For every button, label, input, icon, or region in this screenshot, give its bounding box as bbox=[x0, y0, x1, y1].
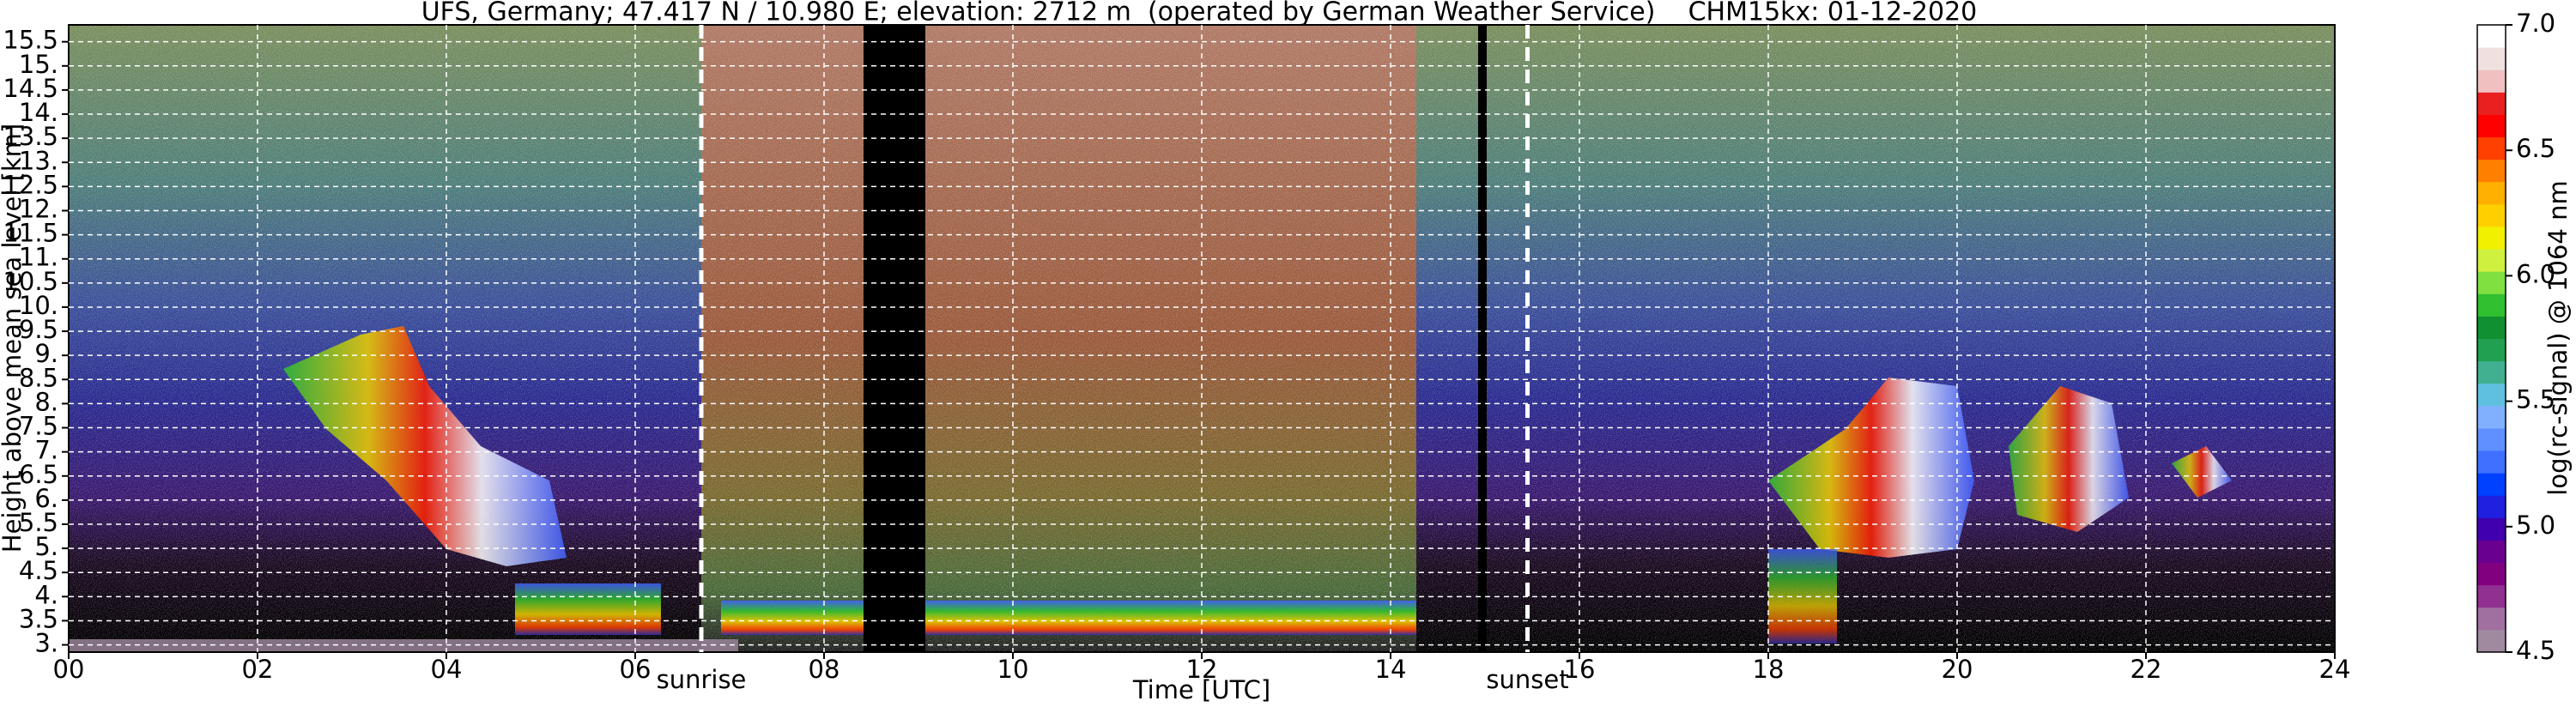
colorbar-segment bbox=[2477, 607, 2506, 631]
y-tick-label: 7. bbox=[34, 436, 58, 465]
colorbar-segment bbox=[2477, 293, 2506, 317]
colorbar-tick-label: 5.0 bbox=[2516, 511, 2555, 540]
x-tick-label: 04 bbox=[431, 655, 463, 684]
y-tick-label: 8.5 bbox=[19, 363, 58, 392]
colorbar-segment bbox=[2477, 450, 2506, 474]
colorbar-segment bbox=[2477, 92, 2506, 115]
y-tick-label: 15.5 bbox=[3, 26, 58, 55]
colorbar-segment bbox=[2477, 584, 2506, 608]
y-tick-label: 7.5 bbox=[19, 412, 58, 441]
colorbar-segment bbox=[2477, 25, 2506, 48]
x-axis-label: Time [UTC] bbox=[1132, 675, 1270, 704]
colorbar-segment bbox=[2477, 427, 2506, 451]
y-tick-label: 10.5 bbox=[3, 267, 58, 296]
y-tick-label: 12. bbox=[19, 194, 58, 223]
y-tick-label: 5. bbox=[34, 532, 58, 561]
y-tick-label: 3. bbox=[34, 629, 58, 658]
x-tick-label: 08 bbox=[809, 655, 840, 684]
y-tick-label: 15. bbox=[19, 50, 58, 79]
colorbar-segment bbox=[2477, 405, 2506, 429]
colorbar-segment bbox=[2477, 249, 2506, 272]
colorbar-segment bbox=[2477, 495, 2506, 518]
chart-title: UFS, Germany; 47.417 N / 10.980 E; eleva… bbox=[421, 0, 1978, 27]
y-tick-label: 9.5 bbox=[19, 315, 58, 344]
y-tick-label: 8. bbox=[34, 387, 58, 416]
x-tick-label: 12 bbox=[1186, 655, 1218, 684]
colorbar-segment bbox=[2477, 473, 2506, 496]
x-tick-label: 22 bbox=[2131, 655, 2162, 684]
colorbar-segment bbox=[2477, 159, 2506, 183]
y-tick-label: 6. bbox=[34, 484, 58, 513]
colorbar-tick-label: 5.5 bbox=[2516, 385, 2555, 414]
y-tick-label: 4. bbox=[34, 580, 58, 609]
y-tick-label: 3.5 bbox=[19, 604, 58, 633]
y-axis-label: Height above mean sea level [km] bbox=[0, 124, 27, 553]
colorbar-segment bbox=[2477, 136, 2506, 160]
x-tick-label: 02 bbox=[242, 655, 274, 684]
y-tick-label: 10. bbox=[19, 291, 58, 320]
y-tick-label: 13.5 bbox=[3, 122, 58, 151]
colorbar-segment bbox=[2477, 629, 2506, 653]
x-tick-label: 06 bbox=[620, 655, 652, 684]
colorbar-segment bbox=[2477, 562, 2506, 586]
colorbar-segment bbox=[2477, 47, 2506, 70]
x-tick-label: 14 bbox=[1375, 655, 1407, 684]
x-tick-label: 20 bbox=[1942, 655, 1973, 684]
x-tick-label: 10 bbox=[997, 655, 1029, 684]
colorbar-segment bbox=[2477, 203, 2506, 227]
y-tick-label: 6.5 bbox=[19, 460, 58, 489]
y-tick-label: 13. bbox=[19, 146, 58, 175]
colorbar-segment bbox=[2477, 69, 2506, 93]
y-tick-label: 9. bbox=[34, 339, 58, 368]
x-tick-label: 18 bbox=[1753, 655, 1785, 684]
x-tick-label: 00 bbox=[53, 655, 85, 684]
colorbar-segment bbox=[2477, 517, 2506, 541]
colorbar-label: log(rc-signal) @ 1064 nm bbox=[2543, 180, 2573, 495]
colorbar-tick-label: 6.0 bbox=[2516, 259, 2555, 288]
x-tick-label: 16 bbox=[1564, 655, 1596, 684]
colorbar-segment bbox=[2477, 383, 2506, 407]
colorbar-segment bbox=[2477, 226, 2506, 250]
colorbar-segment bbox=[2477, 316, 2506, 339]
x-tick-label: 24 bbox=[2319, 655, 2351, 684]
y-tick-label: 14. bbox=[19, 98, 58, 127]
y-tick-label: 4.5 bbox=[19, 556, 58, 585]
annotation-label: sunrise bbox=[657, 665, 747, 694]
y-tick-label: 11.5 bbox=[3, 219, 58, 248]
y-tick-label: 14.5 bbox=[3, 74, 58, 103]
colorbar-segment bbox=[2477, 271, 2506, 294]
colorbar-tick-label: 4.5 bbox=[2516, 636, 2555, 665]
y-tick-label: 5.5 bbox=[19, 508, 58, 537]
colorbar-segment bbox=[2477, 540, 2506, 564]
colorbar-tick-label: 7.0 bbox=[2516, 9, 2555, 38]
colorbar-segment bbox=[2477, 360, 2506, 384]
colorbar-segment bbox=[2477, 181, 2506, 205]
colorbar-segment bbox=[2477, 114, 2506, 138]
annotation-label: sunset bbox=[1486, 665, 1568, 694]
colorbar-frame bbox=[2476, 24, 2506, 653]
y-tick-label: 11. bbox=[19, 243, 58, 272]
y-tick-label: 12.5 bbox=[3, 170, 58, 199]
colorbar-segment bbox=[2477, 338, 2506, 362]
colorbar-tick-label: 6.5 bbox=[2516, 134, 2555, 163]
